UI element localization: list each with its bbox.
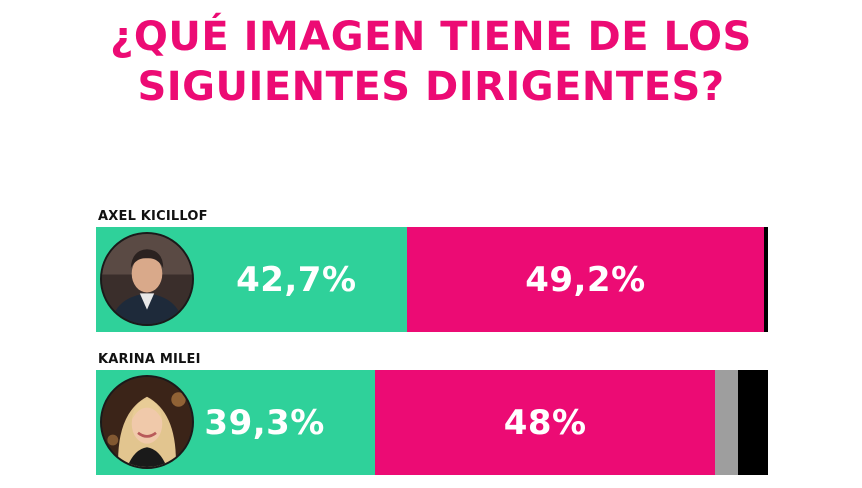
- chart-title: ¿QUÉ IMAGEN TIENE DE LOS SIGUIENTES DIRI…: [0, 12, 862, 112]
- segment-ns-nc: [715, 370, 739, 475]
- chart-title-line-2: SIGUIENTES DIRIGENTES?: [137, 64, 725, 110]
- data-label: 49,2%: [525, 259, 646, 300]
- data-label: 48%: [503, 402, 587, 443]
- person-name: KARINA MILEI: [98, 352, 201, 367]
- portrait-man-icon: [100, 232, 194, 326]
- segment-negative: 49,2%: [406, 227, 765, 332]
- segment-negative: 48%: [374, 370, 716, 475]
- chart-title-line-1: ¿QUÉ IMAGEN TIENE DE LOS: [110, 14, 752, 60]
- person-name: AXEL KICILLOF: [98, 209, 208, 224]
- portrait-woman-icon: [100, 375, 194, 469]
- stacked-bar: 39,3% 48%: [96, 370, 768, 475]
- data-label: 39,3%: [204, 402, 325, 443]
- segment-other: [738, 370, 768, 475]
- data-label: 42,7%: [236, 259, 357, 300]
- segment-other: [764, 227, 768, 332]
- stacked-bar: 42,7% 49,2%: [96, 227, 768, 332]
